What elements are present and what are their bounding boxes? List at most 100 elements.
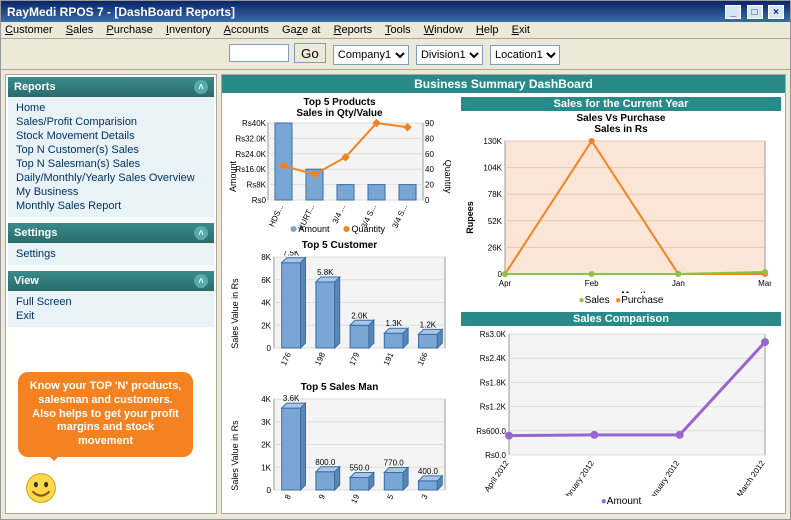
menu-help[interactable]: Help: [476, 24, 499, 36]
sidebar-item-mybiz[interactable]: My Business: [16, 185, 206, 199]
svg-text:Mar: Mar: [758, 279, 771, 288]
svg-text:Rs1.8K: Rs1.8K: [480, 378, 507, 387]
menu-window[interactable]: Window: [424, 24, 463, 36]
company-select[interactable]: Company1: [333, 45, 409, 65]
view-panel-header[interactable]: View ˄: [8, 271, 214, 291]
reports-panel-body: Home Sales/Profit Comparision Stock Move…: [8, 97, 214, 217]
go-button[interactable]: Go: [294, 43, 326, 63]
svg-text:0: 0: [267, 486, 272, 495]
svg-text:7.5K: 7.5K: [283, 251, 300, 258]
svg-text:Jan: Jan: [672, 279, 685, 288]
sidebar-item-daily[interactable]: Daily/Monthly/Yearly Sales Overview: [16, 171, 206, 185]
sidebar-item-topsales[interactable]: Top N Salesman(s) Sales: [16, 157, 206, 171]
svg-text:770.0: 770.0: [384, 458, 405, 467]
svg-text:5: 5: [385, 492, 395, 500]
chevron-up-icon: ˄: [194, 226, 208, 240]
svg-text:Rupees: Rupees: [465, 201, 475, 234]
svg-text:19: 19: [349, 492, 361, 504]
sidebar-item-stockmove[interactable]: Stock Movement Details: [16, 129, 206, 143]
svg-text:198: 198: [313, 350, 327, 366]
salesyear-chart: 026K52K78K104K130KAprFebJanMarMonthRupee…: [461, 135, 771, 293]
dash-left: Top 5 ProductsSales in Qty/Value Rs0Rs8K…: [222, 93, 457, 511]
svg-text:Quantity: Quantity: [443, 159, 451, 193]
search-input[interactable]: [229, 44, 289, 62]
settings-title: Settings: [14, 227, 57, 239]
reports-title: Reports: [14, 81, 56, 93]
menubar: Customer Sales Purchase Inventory Accoun…: [1, 22, 790, 39]
minimize-button[interactable]: _: [725, 5, 741, 19]
svg-text:Quantity: Quantity: [352, 224, 386, 234]
menu-exit[interactable]: Exit: [512, 24, 530, 36]
toolbar: Go Company1 Division1 Location1: [1, 39, 790, 70]
content: Business Summary DashBoard Top 5 Product…: [221, 74, 786, 514]
reports-panel-header[interactable]: Reports ˄: [8, 77, 214, 97]
settings-panel-header[interactable]: Settings ˄: [8, 223, 214, 243]
svg-text:3/4 S...: 3/4 S...: [390, 203, 409, 230]
menu-gazeat[interactable]: Gaze at: [282, 24, 321, 36]
sidebar-item-exit[interactable]: Exit: [16, 309, 206, 323]
svg-text:176: 176: [279, 350, 293, 366]
svg-text:Rs0: Rs0: [252, 196, 267, 205]
svg-text:800.0: 800.0: [315, 457, 336, 466]
chevron-up-icon: ˄: [194, 80, 208, 94]
location-select[interactable]: Location1: [490, 45, 560, 65]
svg-text:Amount: Amount: [299, 224, 331, 234]
sidebar-item-topcust[interactable]: Top N Customer(s) Sales: [16, 143, 206, 157]
salescomp-chart: Rs0.0Rs600.0Rs1.2KRs1.8KRs2.4KRs3.0KApri…: [461, 328, 771, 496]
sidebar-item-salesprofit[interactable]: Sales/Profit Comparision: [16, 115, 206, 129]
svg-text:Feb: Feb: [585, 279, 599, 288]
division-select[interactable]: Division1: [416, 45, 483, 65]
menu-reports[interactable]: Reports: [334, 24, 373, 36]
svg-text:2K: 2K: [261, 321, 271, 330]
svg-text:January 2012: January 2012: [646, 458, 681, 495]
svg-text:1.2K: 1.2K: [420, 320, 437, 329]
window-title: RayMedi RPOS 7 - [DashBoard Reports]: [7, 5, 235, 19]
svg-text:52K: 52K: [488, 216, 503, 225]
svg-text:0: 0: [425, 196, 430, 205]
salesyear-legend: ●Sales ●Purchase: [461, 293, 781, 308]
view-title: View: [14, 275, 39, 287]
svg-text:Apr: Apr: [499, 279, 512, 288]
svg-text:191: 191: [382, 350, 396, 366]
chevron-up-icon: ˄: [194, 274, 208, 288]
svg-text:8: 8: [283, 492, 293, 500]
menu-sales[interactable]: Sales: [66, 24, 94, 36]
top5products-chart: Top 5 ProductsSales in Qty/Value Rs0Rs8K…: [226, 97, 453, 234]
svg-text:4K: 4K: [261, 395, 271, 404]
svg-text:Rs3.0K: Rs3.0K: [480, 330, 507, 339]
sidebar-item-monthly[interactable]: Monthly Sales Report: [16, 199, 206, 213]
top5customer-chart: Top 5 Customer 02K4K6K8K7.5K1765.8K1982.…: [226, 240, 453, 376]
callout: Know your TOP 'N' products, salesman and…: [18, 372, 193, 505]
svg-text:March 2012: March 2012: [735, 458, 767, 495]
svg-text:104K: 104K: [483, 163, 502, 172]
svg-text:HDS...: HDS...: [267, 203, 285, 228]
svg-text:2.0K: 2.0K: [351, 311, 368, 320]
svg-text:26K: 26K: [488, 243, 503, 252]
svg-text:2K: 2K: [261, 440, 271, 449]
menu-purchase[interactable]: Purchase: [106, 24, 152, 36]
dash-right: Sales for the Current Year Sales Vs Purc…: [457, 93, 785, 511]
svg-text:April 2012: April 2012: [483, 458, 511, 493]
svg-text:Amount: Amount: [228, 160, 238, 192]
svg-text:3K: 3K: [261, 417, 271, 426]
svg-text:0: 0: [498, 270, 503, 279]
svg-text:130K: 130K: [483, 137, 502, 146]
sidebar-item-settings[interactable]: Settings: [16, 247, 206, 261]
sidebar-item-home[interactable]: Home: [16, 101, 206, 115]
svg-text:February 2012: February 2012: [559, 458, 597, 495]
top5salesman-chart: Top 5 Sales Man 01K2K3K4K3.6K8800.09550.…: [226, 382, 453, 514]
svg-text:Rs16.0K: Rs16.0K: [235, 165, 266, 174]
sidebar-item-fullscreen[interactable]: Full Screen: [16, 295, 206, 309]
svg-text:Rs40K: Rs40K: [242, 119, 267, 128]
svg-text:400.0: 400.0: [418, 466, 439, 475]
svg-text:179: 179: [348, 350, 362, 366]
menu-tools[interactable]: Tools: [385, 24, 411, 36]
maximize-button[interactable]: □: [747, 5, 763, 19]
close-button[interactable]: ×: [768, 5, 784, 19]
svg-text:78K: 78K: [488, 190, 503, 199]
menu-accounts[interactable]: Accounts: [224, 24, 269, 36]
svg-text:Rs2.4K: Rs2.4K: [480, 354, 507, 363]
menu-inventory[interactable]: Inventory: [166, 24, 211, 36]
svg-text:80: 80: [425, 134, 434, 143]
menu-customer[interactable]: Customer: [5, 24, 53, 36]
